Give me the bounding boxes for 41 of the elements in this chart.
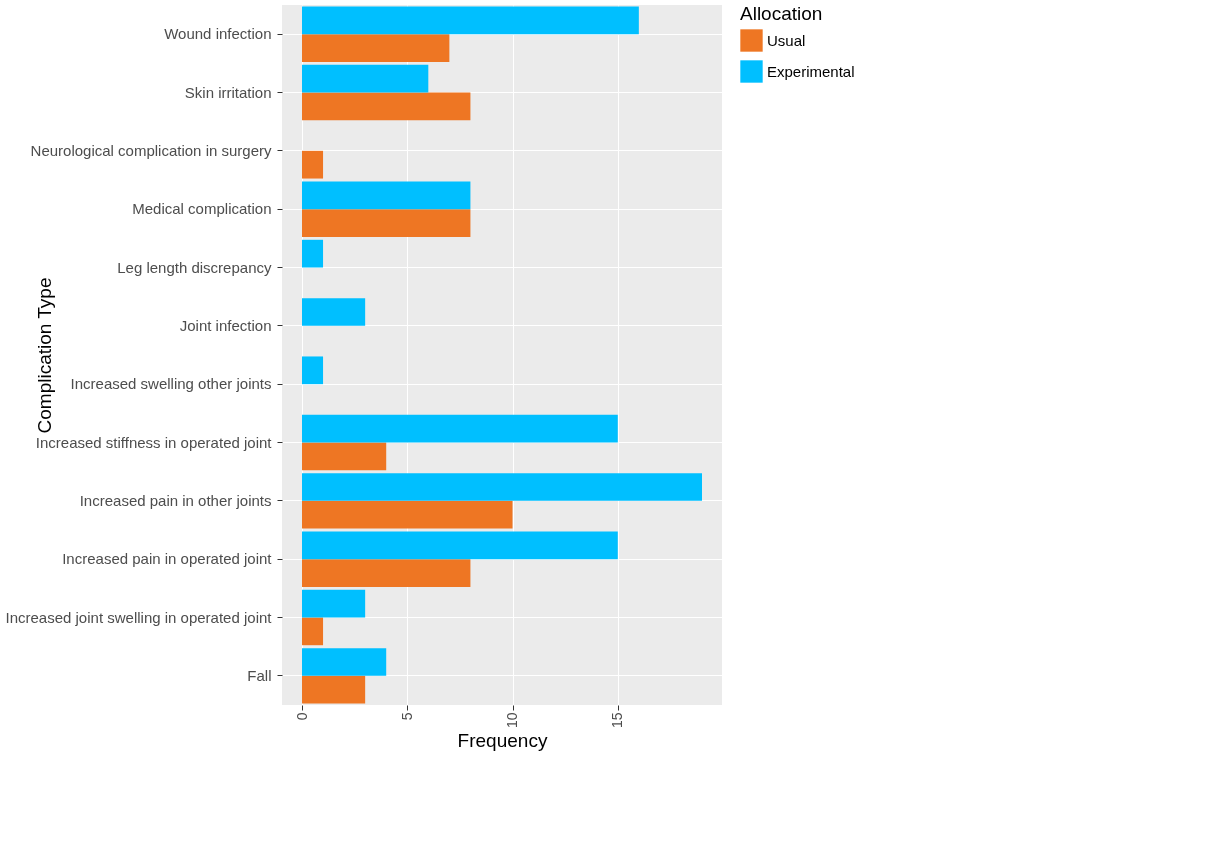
- legend-label: Usual: [767, 31, 806, 49]
- bar: [302, 500, 513, 529]
- bar: [302, 64, 429, 93]
- x-tick-label: 5: [398, 712, 415, 721]
- bar: [302, 34, 450, 62]
- bar: [302, 298, 366, 326]
- bar: [302, 617, 324, 646]
- bar: [302, 589, 366, 618]
- bar: [302, 531, 618, 560]
- bar: [302, 6, 639, 35]
- bar: [302, 675, 366, 704]
- x-tick-label: 15: [609, 712, 626, 729]
- y-tick-label: Skin irritation: [184, 83, 272, 101]
- x-tick-label: 10: [504, 712, 521, 729]
- bar: [302, 92, 471, 121]
- legend-label: Experimental: [767, 62, 855, 80]
- y-tick-label: Increased swelling other joints: [70, 375, 272, 393]
- bar: [302, 150, 324, 179]
- y-axis-title: Complication Type: [33, 277, 55, 434]
- bar: [302, 181, 471, 210]
- bar: [302, 648, 387, 676]
- bar: [302, 442, 387, 471]
- y-tick-label: Joint infection: [179, 316, 272, 334]
- y-tick-label: Increased pain in operated joint: [62, 550, 273, 568]
- y-tick-label: Increased pain in other joints: [79, 491, 272, 509]
- y-tick-label: Leg length discrepancy: [117, 258, 272, 276]
- y-tick-label: Wound infection: [164, 25, 272, 43]
- bar: [302, 559, 471, 587]
- bar: [302, 209, 471, 237]
- x-axis-title: Frequency: [457, 730, 548, 752]
- y-tick-label: Fall: [247, 666, 272, 684]
- bar: [302, 239, 324, 268]
- bar: [302, 473, 702, 501]
- x-tick-label: 0: [293, 712, 310, 721]
- y-tick-label: Neurological complication in surgery: [30, 141, 272, 159]
- bar: [302, 356, 324, 385]
- y-tick-label: Medical complication: [132, 200, 272, 218]
- legend-title: Allocation: [740, 3, 823, 24]
- y-tick-label: Increased stiffness in operated joint: [35, 433, 273, 451]
- y-tick-label: Increased joint swelling in operated joint: [5, 608, 273, 626]
- bar: [302, 414, 618, 443]
